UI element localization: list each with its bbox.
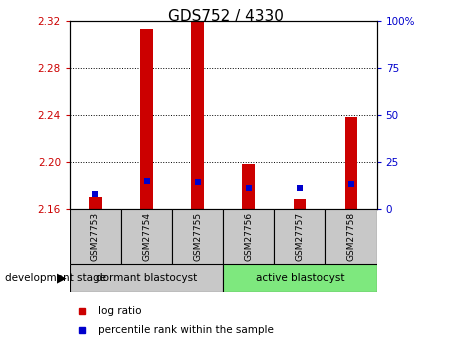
Text: ▶: ▶ [57,271,67,284]
Bar [294,199,306,209]
Bar [191,21,204,209]
Text: GSM27755: GSM27755 [193,212,202,261]
Bar [223,209,274,264]
Bar [274,209,326,264]
Text: log ratio: log ratio [97,306,141,316]
Bar [345,117,358,209]
Bar [70,209,121,264]
Bar [121,209,172,264]
Text: GSM27757: GSM27757 [295,212,304,261]
Bar [223,264,377,292]
Text: GSM27756: GSM27756 [244,212,253,261]
Bar [326,209,377,264]
Text: development stage: development stage [5,273,106,283]
Bar [140,29,153,209]
Text: GDS752 / 4330: GDS752 / 4330 [168,9,283,23]
Text: GSM27753: GSM27753 [91,212,100,261]
Bar [243,164,255,209]
Bar [89,197,102,209]
Bar [172,209,223,264]
Text: dormant blastocyst: dormant blastocyst [96,273,197,283]
Text: GSM27754: GSM27754 [142,212,151,261]
Bar [70,264,223,292]
Text: percentile rank within the sample: percentile rank within the sample [97,325,273,335]
Text: active blastocyst: active blastocyst [256,273,344,283]
Text: GSM27758: GSM27758 [346,212,355,261]
